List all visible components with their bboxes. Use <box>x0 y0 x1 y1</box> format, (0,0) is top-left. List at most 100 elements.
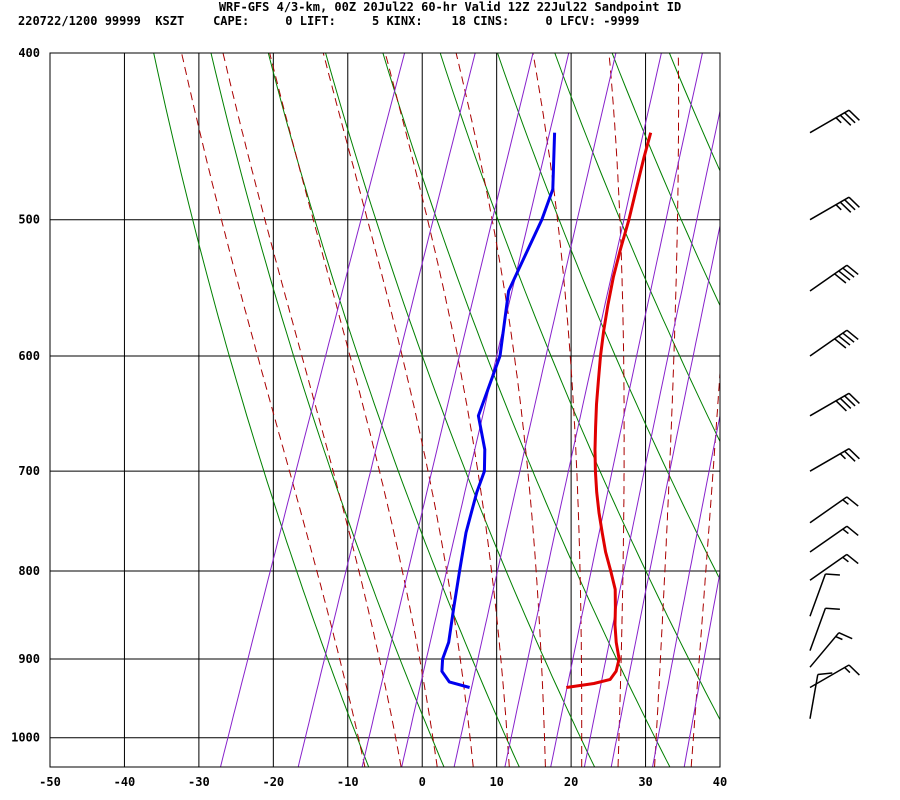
wind-barb <box>809 607 840 651</box>
barb-feather <box>838 632 853 640</box>
wind-barb <box>809 448 860 472</box>
y-tick-label: 700 <box>18 464 40 478</box>
moist-adiabat <box>608 53 625 767</box>
barb-half-feather <box>842 556 849 563</box>
axis-ticks: -50 -40 -30 -20 -10 0 10 20 30 40 400 500 600 700 800 9… <box>11 46 727 789</box>
moist-adiabat <box>384 53 510 767</box>
dry-adiabat <box>554 53 720 443</box>
barb-feather <box>848 392 860 404</box>
barb-shaft <box>809 329 848 357</box>
barb-shaft <box>809 496 848 524</box>
barb-feather <box>848 448 860 460</box>
moist-adiabat <box>654 53 680 767</box>
barb-half-feather <box>842 528 849 535</box>
barb-shaft <box>809 196 850 221</box>
mixing-ratio-line <box>220 53 406 767</box>
barb-feather <box>839 114 852 126</box>
wind-barb <box>809 392 860 417</box>
barb-feather <box>825 607 840 611</box>
barb-shaft <box>809 553 848 581</box>
wind-barb <box>809 672 833 719</box>
mixing-ratio-line <box>453 53 617 767</box>
moist-adiabat <box>690 365 720 767</box>
y-tick-label: 1000 <box>11 731 40 745</box>
barb-feather <box>846 496 859 507</box>
barb-feather <box>846 329 859 340</box>
barb-half-feather <box>844 666 851 674</box>
barb-feather <box>842 332 855 343</box>
barb-feather <box>817 672 833 676</box>
wind-barb <box>809 525 859 553</box>
barb-shaft <box>809 632 840 668</box>
wind-barb <box>809 553 859 581</box>
barb-feather <box>838 335 851 346</box>
moist-adiabat <box>455 53 546 767</box>
temperature-profile <box>566 132 653 689</box>
wind-barb <box>809 329 859 357</box>
dry-adiabat <box>153 53 370 767</box>
dry-adiabat <box>611 53 720 307</box>
x-tick-label: 40 <box>713 775 727 789</box>
dry-adiabat <box>497 53 720 581</box>
barb-feather <box>834 338 847 349</box>
barb-feather <box>844 395 856 407</box>
barb-shaft <box>809 525 848 553</box>
wind-barb <box>809 632 853 668</box>
x-tick-label: -20 <box>262 775 284 789</box>
barb-half-feather <box>842 499 849 505</box>
y-tick-label: 800 <box>18 564 40 578</box>
wind-barb <box>809 573 840 617</box>
barb-feather <box>842 267 855 278</box>
y-tick-label: 500 <box>18 213 40 227</box>
dry-adiabat <box>439 53 720 721</box>
barb-shaft <box>809 264 848 292</box>
dry-adiabat <box>784 53 900 767</box>
profile-series <box>440 132 653 689</box>
barb-shaft <box>809 448 850 472</box>
moist-adiabat <box>269 53 438 767</box>
wind-barb <box>809 264 859 292</box>
stations-indices-line: 220722/1200 99999 KSZT CAPE: 0 LIFT: 5 K… <box>18 14 640 28</box>
x-tick-label: 10 <box>489 775 503 789</box>
barb-feather <box>846 553 859 565</box>
mixing-ratio-line <box>652 413 720 767</box>
barb-feather <box>844 450 856 462</box>
barb-feather <box>839 201 852 213</box>
moist-adiabat <box>222 53 402 767</box>
barb-feather <box>848 664 860 676</box>
barb-half-feather <box>835 635 843 641</box>
barb-feather <box>835 400 847 412</box>
x-tick-label: -10 <box>337 775 359 789</box>
mixing-ratio-line <box>683 569 720 767</box>
barb-shaft <box>809 608 827 651</box>
wind-barbs <box>809 109 860 719</box>
barb-feather <box>825 573 840 576</box>
moist-adiabat <box>181 53 366 767</box>
dry-adiabat <box>382 53 671 767</box>
barb-feather <box>844 199 856 211</box>
barb-shaft <box>809 674 819 719</box>
wind-barb <box>809 496 859 524</box>
barb-half-feather <box>835 117 842 124</box>
barb-feather <box>846 525 859 536</box>
chart-title: WRF-GFS 4/3-km, 00Z 20Jul22 60-hr Valid … <box>218 0 682 14</box>
dry-adiabat <box>210 53 445 767</box>
barb-half-feather <box>835 204 842 211</box>
barb-feather <box>838 270 851 281</box>
mixing-ratio-line <box>583 108 720 767</box>
barb-feather <box>839 397 852 409</box>
x-tick-label: 0 <box>419 775 426 789</box>
mixing-ratio-line <box>504 53 662 767</box>
x-tick-label: -40 <box>114 775 136 789</box>
mixing-ratio-line <box>297 53 476 767</box>
barb-feather <box>834 273 847 284</box>
y-tick-label: 600 <box>18 349 40 363</box>
mixing-ratio-line <box>610 223 720 767</box>
x-tick-label: 30 <box>638 775 652 789</box>
y-tick-label: 900 <box>18 652 40 666</box>
wind-barb <box>809 196 860 221</box>
x-tick-label: -30 <box>188 775 210 789</box>
barb-half-feather <box>839 453 847 460</box>
barb-shaft <box>809 573 827 617</box>
barb-feather <box>846 264 859 275</box>
